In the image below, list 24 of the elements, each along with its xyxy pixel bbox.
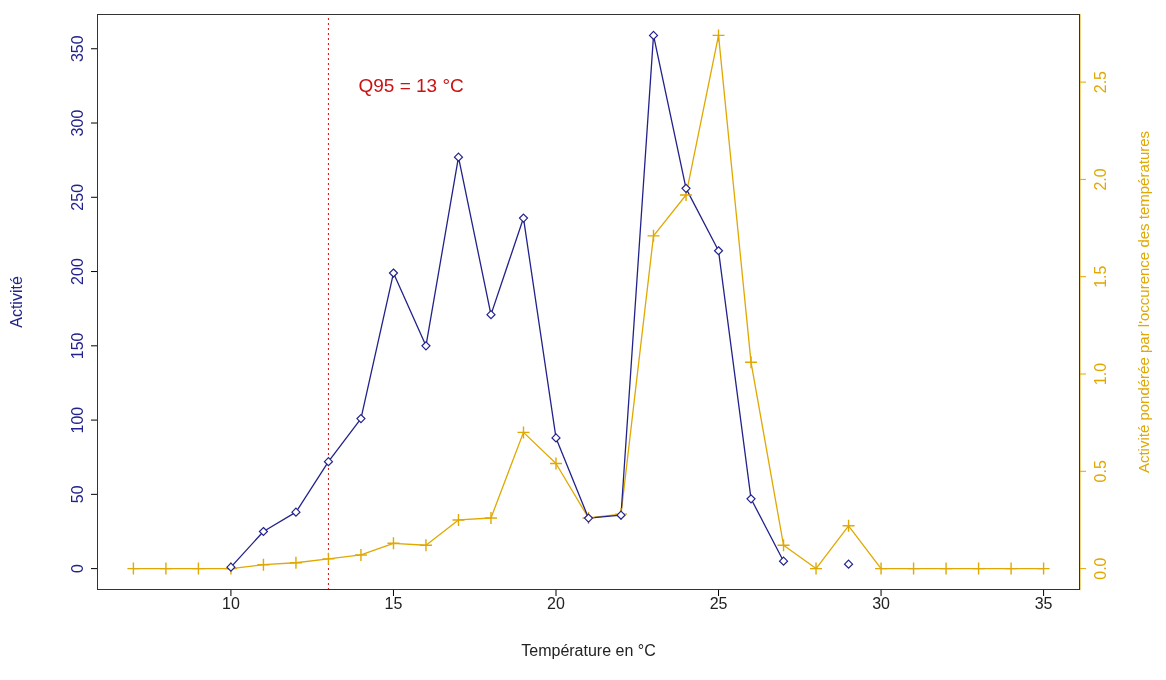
y-tick-label: 50 xyxy=(69,485,86,504)
y2-axis-title: Activité pondérée par l'occurence des températures xyxy=(1135,130,1153,474)
y-tick-label: 300 xyxy=(69,109,86,137)
y-tick-label: 200 xyxy=(69,258,86,285)
y-tick-label: 250 xyxy=(69,183,86,211)
x-tick-label: 35 xyxy=(1034,595,1053,613)
y2-tick-label: 1.0 xyxy=(1092,362,1109,386)
x-axis-title: Température en °C xyxy=(521,642,656,659)
x-tick-label: 10 xyxy=(222,595,240,613)
y-tick-label: 100 xyxy=(69,406,86,434)
y-tick-label: 0 xyxy=(69,564,86,574)
y2-tick-label: 1.5 xyxy=(1092,265,1109,288)
y2-tick-label: 2.0 xyxy=(1092,168,1109,191)
y-axis-title: Activité xyxy=(7,276,25,328)
y2-tick-label: 0.0 xyxy=(1092,557,1109,580)
x-tick-label: 25 xyxy=(709,595,728,613)
x-tick-label: 30 xyxy=(872,595,891,613)
y2-tick-label: 2.5 xyxy=(1092,70,1109,94)
x-tick-label: 20 xyxy=(547,595,565,613)
y-tick-label: 150 xyxy=(69,332,86,360)
y-tick-label: 350 xyxy=(69,35,86,63)
y2-tick-label: 0.5 xyxy=(1092,460,1109,483)
ref-line-label: Q95 = 13 °C xyxy=(358,75,464,96)
x-tick-label: 15 xyxy=(384,595,403,613)
